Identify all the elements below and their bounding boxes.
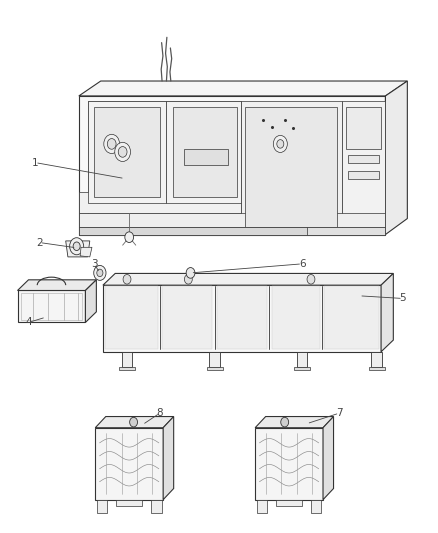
Circle shape xyxy=(186,268,195,278)
Polygon shape xyxy=(79,96,385,235)
Polygon shape xyxy=(18,280,96,290)
Circle shape xyxy=(118,147,127,157)
Polygon shape xyxy=(342,101,385,232)
Polygon shape xyxy=(369,367,385,370)
Text: 4: 4 xyxy=(25,318,32,327)
Text: 8: 8 xyxy=(156,408,163,418)
Polygon shape xyxy=(323,417,334,500)
Polygon shape xyxy=(184,149,228,165)
Polygon shape xyxy=(103,273,393,285)
Polygon shape xyxy=(79,227,307,235)
Polygon shape xyxy=(348,155,379,163)
Polygon shape xyxy=(163,417,173,500)
Circle shape xyxy=(70,238,84,255)
Polygon shape xyxy=(79,213,385,227)
Polygon shape xyxy=(122,352,132,367)
Polygon shape xyxy=(103,285,381,352)
Circle shape xyxy=(97,269,103,277)
Circle shape xyxy=(94,265,106,280)
Polygon shape xyxy=(324,286,379,349)
Circle shape xyxy=(130,417,138,427)
Polygon shape xyxy=(257,500,267,513)
Polygon shape xyxy=(255,417,334,427)
Polygon shape xyxy=(162,286,212,349)
Polygon shape xyxy=(241,101,342,232)
Polygon shape xyxy=(276,500,302,506)
Polygon shape xyxy=(173,107,237,197)
Text: 1: 1 xyxy=(32,158,39,167)
Polygon shape xyxy=(88,101,166,203)
Polygon shape xyxy=(85,280,96,322)
Polygon shape xyxy=(79,81,407,96)
Polygon shape xyxy=(297,352,307,367)
Text: 6: 6 xyxy=(299,259,306,269)
Polygon shape xyxy=(66,241,90,257)
Polygon shape xyxy=(151,500,162,513)
Polygon shape xyxy=(80,247,92,257)
Circle shape xyxy=(277,140,284,148)
Text: 3: 3 xyxy=(91,259,98,269)
Circle shape xyxy=(115,142,131,161)
Circle shape xyxy=(184,274,192,284)
Circle shape xyxy=(273,135,287,152)
Circle shape xyxy=(281,417,289,427)
Polygon shape xyxy=(18,290,85,322)
Polygon shape xyxy=(385,81,407,235)
Circle shape xyxy=(104,134,120,154)
Polygon shape xyxy=(95,417,173,427)
Polygon shape xyxy=(207,367,223,370)
Text: 7: 7 xyxy=(336,408,343,418)
Polygon shape xyxy=(94,107,160,197)
Polygon shape xyxy=(381,273,393,352)
Text: 2: 2 xyxy=(36,238,43,247)
Polygon shape xyxy=(294,367,310,370)
Polygon shape xyxy=(95,427,163,500)
Polygon shape xyxy=(217,286,267,349)
Polygon shape xyxy=(272,286,320,349)
Polygon shape xyxy=(371,352,382,367)
Polygon shape xyxy=(209,352,220,367)
Polygon shape xyxy=(311,500,321,513)
Circle shape xyxy=(73,242,80,251)
Polygon shape xyxy=(346,107,381,149)
Polygon shape xyxy=(245,107,337,227)
Circle shape xyxy=(125,232,134,243)
Polygon shape xyxy=(97,500,107,513)
Polygon shape xyxy=(79,192,241,213)
Circle shape xyxy=(307,274,315,284)
Polygon shape xyxy=(348,171,379,179)
Circle shape xyxy=(123,274,131,284)
Polygon shape xyxy=(88,101,241,232)
Polygon shape xyxy=(166,101,241,203)
Circle shape xyxy=(107,139,116,149)
Polygon shape xyxy=(116,500,142,506)
Polygon shape xyxy=(79,227,385,235)
Polygon shape xyxy=(255,427,323,500)
Polygon shape xyxy=(119,367,135,370)
Text: 5: 5 xyxy=(399,294,406,303)
Polygon shape xyxy=(105,286,158,349)
